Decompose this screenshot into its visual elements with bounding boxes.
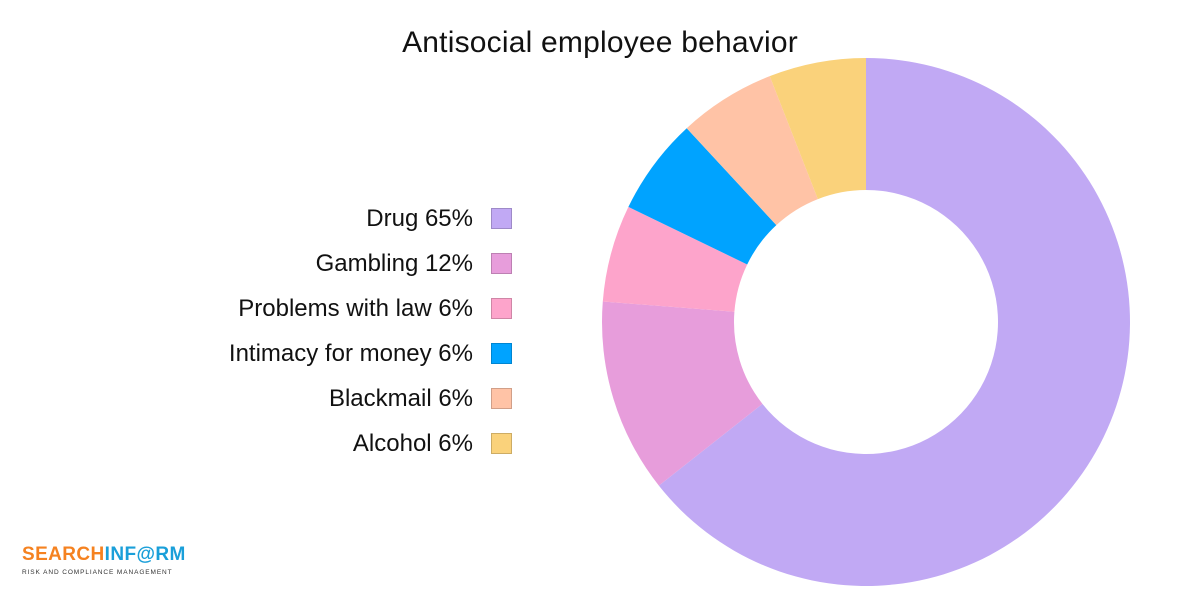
legend-label: Drug 65% [366,204,473,232]
legend-item-alcohol: Alcohol 6% [353,421,512,466]
chart-title: Antisocial employee behavior [402,26,798,59]
legend-item-gambling: Gambling 12% [316,241,512,286]
searchinform-logo: SEARCHINF@RM RISK AND COMPLIANCE MANAGEM… [22,545,186,577]
legend-swatch [491,388,512,409]
slice-intimacy-for-money [628,128,777,265]
legend-item-intimacy-for-money: Intimacy for money 6% [229,331,512,376]
slice-gambling [602,301,763,486]
legend-swatch [491,343,512,364]
logo-wordmark-part1: SEARCH [22,544,105,565]
slice-blackmail [686,76,818,226]
legend-swatch [491,253,512,274]
slice-alcohol [769,58,866,200]
chart-legend: Drug 65% Gambling 12% Problems with law … [229,196,512,466]
legend-swatch [491,298,512,319]
legend-swatch [491,208,512,229]
logo-tagline: RISK AND COMPLIANCE MANAGEMENT [22,569,173,576]
legend-label: Problems with law 6% [238,294,473,322]
legend-swatch [491,433,512,454]
legend-label: Gambling 12% [315,249,473,277]
slice-drug [658,58,1131,586]
slice-problems-with-law [602,206,748,312]
legend-label: Blackmail 6% [328,384,473,412]
logo-wordmark-part2: INF@RM [104,544,186,565]
legend-item-problems-with-law: Problems with law 6% [238,286,512,331]
legend-item-blackmail: Blackmail 6% [329,376,512,421]
legend-label: Intimacy for money 6% [228,339,473,367]
legend-item-drug: Drug 65% [366,196,512,241]
legend-label: Alcohol 6% [352,429,473,457]
logo-wordmark: SEARCHINF@RM [22,545,186,565]
